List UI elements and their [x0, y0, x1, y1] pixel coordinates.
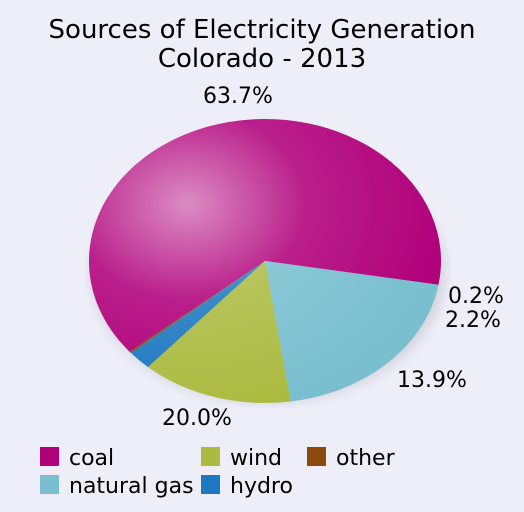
slice-labels: 63.7% 0.2%2.2% 13.9% 20.0% — [162, 84, 504, 431]
legend-swatch-other — [307, 447, 326, 466]
legend-swatch-wind — [201, 447, 220, 466]
chart-subtitle: Colorado - 2013 — [158, 44, 366, 74]
slice-label-other: 0.2% — [448, 284, 504, 309]
legend-label-other: other — [336, 446, 396, 471]
slice-label-coal: 63.7% — [203, 84, 273, 109]
legend-label-wind: wind — [230, 446, 282, 471]
legend: coal wind other natural gas hydro — [40, 446, 396, 499]
legend-label-natural-gas: natural gas — [69, 474, 194, 499]
legend-swatch-natural-gas — [40, 475, 59, 494]
slice-label-wind: 13.9% — [397, 368, 467, 393]
slice-label-hydro: 2.2% — [445, 308, 501, 333]
legend-swatch-hydro — [201, 475, 220, 494]
pie-gloss — [89, 119, 441, 403]
slice-label-natural-gas: 20.0% — [162, 406, 232, 431]
legend-label-hydro: hydro — [230, 474, 293, 499]
legend-label-coal: coal — [69, 446, 114, 471]
chart-title: Sources of Electricity Generation — [49, 15, 476, 45]
legend-swatch-coal — [40, 447, 59, 466]
